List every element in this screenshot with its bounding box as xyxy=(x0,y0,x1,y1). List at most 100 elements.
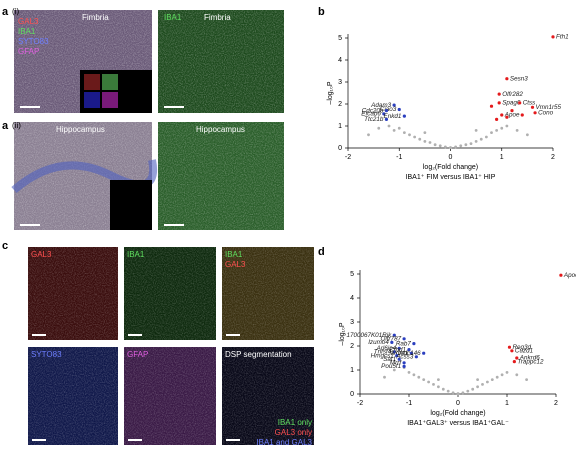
y-tick-label: 0 xyxy=(350,391,354,398)
x-tick-label: 2 xyxy=(554,400,558,407)
gene-label: Cuzd1 xyxy=(515,347,533,354)
y-tick-label: 2 xyxy=(338,101,342,108)
point xyxy=(520,113,524,117)
gene-label: Enkd1 xyxy=(384,113,402,120)
inset xyxy=(84,92,100,108)
point xyxy=(518,101,522,105)
point xyxy=(500,126,504,130)
inset xyxy=(110,180,152,230)
channel: IBA1 xyxy=(18,27,36,36)
point xyxy=(402,114,406,118)
point xyxy=(392,368,396,372)
point xyxy=(402,364,406,368)
point xyxy=(469,142,473,146)
point xyxy=(484,135,488,139)
gene-label: Reg3d xyxy=(512,344,531,351)
point xyxy=(507,345,512,349)
region: Fimbria xyxy=(82,13,109,22)
point xyxy=(443,145,447,149)
y-tick-label: 5 xyxy=(338,35,342,42)
gene-label: Acss3 xyxy=(395,353,414,360)
point xyxy=(505,124,509,128)
gene-label: Mrrf xyxy=(390,359,402,366)
point xyxy=(497,92,501,96)
x-tick-label: -2 xyxy=(357,400,363,407)
y-tick-label: 4 xyxy=(350,295,354,302)
point xyxy=(402,337,406,341)
gene-label: Efcab6 xyxy=(361,111,381,118)
point xyxy=(446,389,450,393)
gene-label: Sat1 xyxy=(383,356,396,363)
point xyxy=(495,117,499,121)
y-tick-label: 5 xyxy=(350,271,354,278)
point xyxy=(510,109,514,113)
gene-label: 1700067K01Rik xyxy=(346,332,392,339)
point xyxy=(402,361,406,365)
point xyxy=(392,333,396,337)
x-tick-label: -1 xyxy=(396,154,402,161)
x-tick-label: -2 xyxy=(345,154,351,161)
point xyxy=(438,144,442,148)
point xyxy=(505,77,509,81)
panel-letter: d xyxy=(318,246,325,258)
gene-label: Vmn1r55 xyxy=(536,104,562,111)
point xyxy=(441,387,445,391)
channel: IBA1 xyxy=(225,250,243,259)
point xyxy=(412,342,416,346)
point xyxy=(464,143,468,147)
point xyxy=(397,126,401,130)
point xyxy=(428,141,432,144)
gene-label: Tnfsf4 xyxy=(374,349,392,356)
point xyxy=(414,355,418,359)
inset xyxy=(102,92,118,108)
point xyxy=(422,351,426,355)
panel-letter: a xyxy=(2,6,9,18)
point xyxy=(397,346,401,350)
point xyxy=(505,371,509,374)
y-tick-label: 1 xyxy=(350,367,354,374)
point xyxy=(510,349,514,353)
point xyxy=(530,105,535,109)
point xyxy=(500,373,504,377)
point xyxy=(392,103,396,107)
point xyxy=(497,101,501,105)
gene-label: Apoe xyxy=(504,112,520,119)
point xyxy=(490,131,493,135)
point xyxy=(512,360,516,364)
point xyxy=(559,273,563,277)
microscopy xyxy=(11,10,314,445)
channel: IBA1 xyxy=(127,250,145,259)
gene-label: Rab7 xyxy=(396,340,412,347)
panel-letter: c xyxy=(2,240,8,252)
y-axis-label: –log₁₀P xyxy=(327,81,334,105)
x-tick-label: -1 xyxy=(406,400,412,407)
gene-label: Trappc12 xyxy=(517,358,544,365)
point xyxy=(479,137,483,141)
region: Hippocampus xyxy=(196,125,245,134)
point xyxy=(437,378,440,381)
point xyxy=(525,133,529,137)
point xyxy=(459,144,463,148)
channel: GFAP xyxy=(127,350,148,359)
gene-label: Ankrd6 xyxy=(519,355,540,362)
point xyxy=(500,113,504,117)
inset xyxy=(84,74,100,90)
channel: IBA1 xyxy=(164,13,182,22)
gene-label: Spag6 xyxy=(502,100,521,107)
subtitle: IBA1⁺GAL3⁺ versus IBA1⁺GAL⁻ xyxy=(407,420,509,427)
cell-layer xyxy=(11,159,158,194)
gene-label: Cdc20b xyxy=(362,107,384,114)
scale-bars xyxy=(20,106,240,441)
gene-label: Ttc21b xyxy=(364,116,384,123)
point xyxy=(471,387,475,391)
point xyxy=(384,117,389,121)
point xyxy=(409,351,414,355)
point xyxy=(412,373,416,377)
point xyxy=(451,391,455,395)
point xyxy=(474,129,478,132)
texture xyxy=(158,10,284,113)
point xyxy=(402,131,406,135)
channel: GAL3 xyxy=(31,250,52,259)
channel: SYTO83 xyxy=(18,37,49,46)
